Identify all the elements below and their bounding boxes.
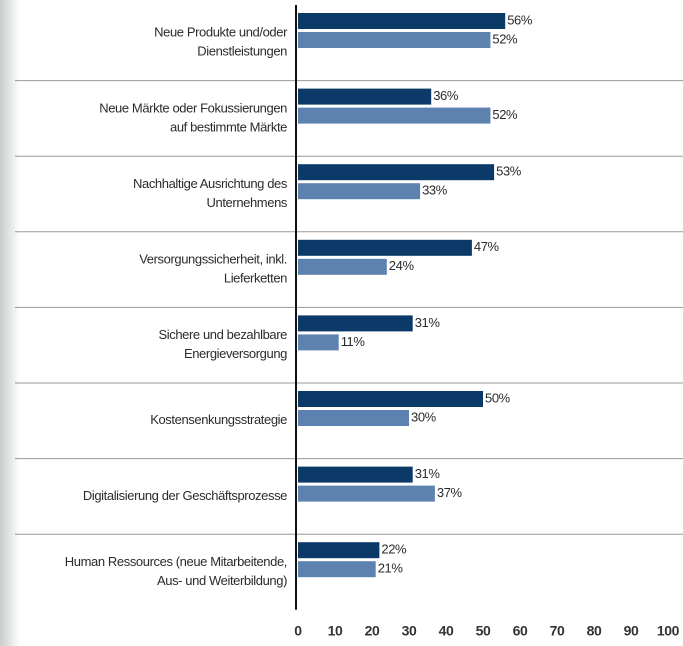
bar [298,183,421,200]
category-label: Unternehmens [207,195,288,210]
value-label: 24% [389,258,415,273]
category-label: Nachhaltige Ausrichtung des [133,176,288,191]
category-label: Aus- und Weiterbildung) [157,573,287,588]
value-label: 52% [492,31,518,46]
bar [298,88,432,105]
value-label: 37% [437,485,463,500]
bar [298,32,491,48]
bar [298,239,472,256]
value-label: 47% [474,239,500,254]
bar [298,542,380,559]
x-tick-label: 50 [476,623,491,639]
x-tick-label: 0 [294,623,302,639]
value-label: 22% [381,542,407,557]
x-tick-label: 20 [365,623,380,639]
bar [298,485,435,502]
value-label: 50% [485,390,511,405]
value-label: 52% [492,107,518,122]
x-tick-label: 70 [550,623,565,639]
category-label: Energieversorgung [184,346,287,361]
x-tick-label: 100 [657,623,680,639]
bar [298,107,491,124]
bar [298,466,413,483]
bar [298,391,483,407]
category-label: Lieferketten [224,271,287,286]
x-tick-label: 90 [624,623,639,639]
bar [298,164,495,181]
category-label: Dienstleistungen [197,44,287,59]
bar [298,410,409,426]
value-label: 56% [507,12,533,27]
category-label: Sichere und bezahlbare [158,327,287,342]
bar [298,258,387,275]
category-label: Human Ressources (neue Mitarbeitende, [65,554,287,569]
category-label: Versorgungssicherheit, inkl. [139,252,287,267]
x-tick-label: 30 [402,623,417,639]
bar [298,315,413,332]
value-label: 31% [415,315,441,330]
value-label: 53% [496,164,522,179]
category-label: Neue Produkte und/oder [154,25,288,40]
value-label: 21% [378,561,404,576]
x-tick-label: 80 [587,623,602,639]
value-label: 30% [411,409,437,424]
value-label: 11% [341,334,366,349]
bar [298,561,376,578]
category-label: auf bestimmte Märkte [170,119,287,134]
category-label: Kostensenkungsstrategie [150,412,287,427]
value-label: 31% [415,466,441,481]
x-tick-label: 40 [439,623,454,639]
value-label: 36% [433,88,459,103]
x-tick-label: 10 [328,623,343,639]
x-tick-label: 60 [513,623,528,639]
bar [298,334,339,351]
category-label: Neue Märkte oder Fokussierungen [99,100,287,115]
category-label: Digitalisierung der Geschäftsprozesse [83,488,287,503]
background-strip [0,0,20,646]
value-label: 33% [422,183,448,198]
bar [298,13,506,29]
